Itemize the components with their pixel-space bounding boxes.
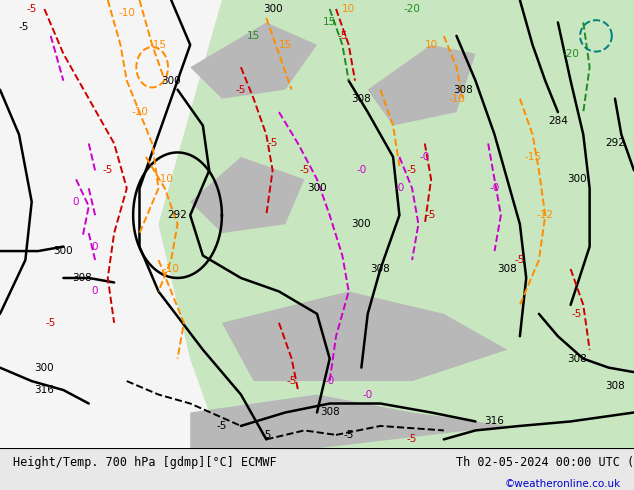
Text: 308: 308 — [351, 94, 372, 104]
Text: -5: -5 — [407, 165, 417, 175]
Text: -0: -0 — [420, 152, 430, 162]
Text: -10: -10 — [448, 94, 465, 104]
Polygon shape — [158, 0, 634, 448]
Text: 308: 308 — [453, 85, 473, 95]
Text: 292: 292 — [605, 139, 625, 148]
Polygon shape — [0, 0, 222, 448]
Polygon shape — [190, 394, 507, 448]
Text: -15: -15 — [524, 152, 541, 162]
Text: -0: -0 — [356, 165, 366, 175]
Text: 0: 0 — [92, 287, 98, 296]
Text: -20: -20 — [562, 49, 579, 59]
Text: 15: 15 — [279, 40, 292, 50]
Text: 0: 0 — [73, 197, 79, 207]
Text: 308: 308 — [605, 381, 625, 391]
Text: 292: 292 — [167, 210, 188, 220]
Text: -5: -5 — [337, 31, 347, 41]
Text: -5: -5 — [287, 376, 297, 386]
Text: -10: -10 — [131, 107, 148, 117]
Text: -5: -5 — [299, 165, 309, 175]
Text: -0: -0 — [394, 183, 404, 194]
Text: -5: -5 — [407, 434, 417, 444]
Text: -5: -5 — [27, 4, 37, 14]
Text: -10: -10 — [157, 174, 173, 184]
Text: Th 02-05-2024 00:00 UTC (00+24): Th 02-05-2024 00:00 UTC (00+24) — [456, 456, 634, 469]
Text: -5: -5 — [572, 309, 582, 319]
Text: -5: -5 — [46, 318, 56, 328]
Text: -12: -12 — [537, 210, 553, 220]
Polygon shape — [222, 292, 507, 381]
Text: -5: -5 — [344, 430, 354, 440]
Text: -10: -10 — [163, 264, 179, 274]
Text: 0: 0 — [92, 242, 98, 251]
Text: -20: -20 — [404, 4, 420, 14]
Text: 300: 300 — [567, 174, 586, 184]
Text: 308: 308 — [320, 408, 340, 417]
Text: 316: 316 — [34, 385, 55, 395]
Polygon shape — [368, 45, 476, 125]
Text: 316: 316 — [484, 416, 505, 426]
Text: 300: 300 — [307, 183, 327, 194]
Text: 300: 300 — [35, 363, 54, 373]
Polygon shape — [190, 23, 317, 98]
Polygon shape — [190, 157, 304, 233]
Text: 300: 300 — [54, 246, 73, 256]
Text: -0: -0 — [489, 183, 500, 194]
Text: -5: -5 — [268, 139, 278, 148]
Text: 10: 10 — [425, 40, 437, 50]
Text: 308: 308 — [370, 264, 391, 274]
Text: 308: 308 — [72, 273, 93, 283]
Text: ©weatheronline.co.uk: ©weatheronline.co.uk — [505, 479, 621, 489]
Text: -10: -10 — [119, 8, 135, 19]
Text: 308: 308 — [567, 354, 587, 364]
Text: 308: 308 — [497, 264, 517, 274]
Text: 284: 284 — [548, 116, 568, 126]
Text: 10: 10 — [342, 4, 355, 14]
Text: 15: 15 — [247, 31, 260, 41]
Text: -0: -0 — [363, 390, 373, 399]
Text: -5: -5 — [515, 255, 525, 265]
Text: 300: 300 — [263, 4, 282, 14]
Text: -5: -5 — [261, 430, 271, 440]
Text: -15: -15 — [150, 40, 167, 50]
Text: -5: -5 — [426, 210, 436, 220]
Text: 300: 300 — [162, 75, 181, 86]
Text: 300: 300 — [352, 219, 371, 229]
Text: 15: 15 — [323, 18, 336, 27]
Text: -0: -0 — [325, 376, 335, 386]
Text: -5: -5 — [236, 85, 246, 95]
Text: -5: -5 — [217, 421, 227, 431]
Text: -5: -5 — [103, 165, 113, 175]
Text: Height/Temp. 700 hPa [gdmp][°C] ECMWF: Height/Temp. 700 hPa [gdmp][°C] ECMWF — [13, 456, 276, 469]
Text: -5: -5 — [19, 22, 29, 32]
